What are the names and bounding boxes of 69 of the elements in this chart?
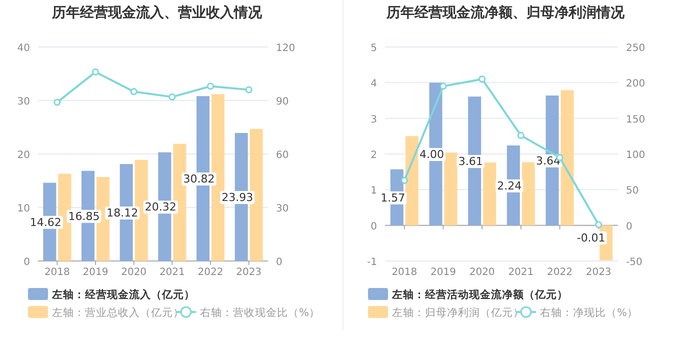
- y-tick-label: 1: [370, 186, 377, 197]
- x-tick-label: 2023: [236, 267, 262, 278]
- data-label: 3.61: [458, 154, 483, 168]
- y-tick-label: -1: [367, 257, 377, 268]
- x-tick-label: 2020: [121, 267, 147, 278]
- y2-tick-label: -50: [626, 257, 642, 268]
- y-tick-label: 40: [17, 43, 30, 54]
- legend-label: 右轴：营收现金比（%）: [200, 306, 320, 319]
- bar: [405, 136, 418, 226]
- point: [92, 68, 100, 76]
- point: [517, 132, 524, 140]
- x-tick-label: 2021: [508, 267, 534, 278]
- data-label: 18.12: [106, 206, 138, 220]
- y-tick-label: 0: [24, 257, 30, 268]
- point: [130, 88, 138, 96]
- bar: [522, 162, 535, 226]
- y2-tick-label: 150: [626, 114, 646, 126]
- y2-tick-label: 90: [276, 96, 289, 108]
- data-label: 23.93: [222, 190, 254, 204]
- chart-title: 历年经营现金流净额、归母净利润情况: [386, 4, 626, 21]
- y-tick-label: 4: [370, 78, 377, 90]
- x-tick-label: 2018: [44, 267, 70, 278]
- x-tick-label: 2021: [159, 267, 185, 278]
- data-label: 1.57: [380, 191, 406, 204]
- y-tick-label: 10: [17, 204, 30, 214]
- y2-tick-label: 30: [276, 204, 289, 214]
- y-tick-label: 2: [370, 150, 377, 161]
- point: [206, 82, 214, 90]
- y-tick-label: 30: [17, 96, 30, 108]
- y-tick-label: 3: [370, 114, 377, 126]
- data-label: 4.00: [420, 148, 444, 161]
- y2-tick-label: 120: [276, 43, 296, 54]
- y2-tick-label: 0: [276, 257, 282, 268]
- data-label: 16.85: [68, 210, 100, 223]
- point: [440, 82, 447, 90]
- y2-tick-label: 0: [626, 221, 632, 232]
- data-label: 30.82: [183, 172, 215, 186]
- data-label: -0.01: [576, 231, 606, 244]
- x-tick-label: 2022: [198, 267, 224, 278]
- legend-label: 左轴：经营活动现金流净额（亿元）: [391, 288, 568, 301]
- point: [595, 221, 602, 228]
- bar: [483, 162, 496, 226]
- x-tick-label: 2019: [82, 267, 108, 278]
- bar: [444, 152, 458, 226]
- data-label: 2.24: [497, 179, 522, 192]
- y-tick-label: 0: [370, 221, 377, 232]
- x-tick-label: 2022: [547, 267, 572, 278]
- point: [168, 93, 176, 100]
- point: [478, 76, 486, 83]
- legend-label: 右轴：净现比（%）: [540, 306, 638, 319]
- data-label: 20.32: [144, 200, 176, 214]
- point: [54, 98, 61, 106]
- x-tick-label: 2019: [430, 267, 456, 278]
- y-tick-label: 5: [370, 43, 377, 54]
- y2-tick-label: 60: [276, 150, 289, 161]
- point: [400, 176, 408, 184]
- y2-tick-label: 50: [626, 186, 639, 197]
- chart-title: 历年经营现金流入、营业收入情况: [51, 4, 263, 21]
- x-tick-label: 2020: [469, 267, 495, 278]
- y2-tick-label: 200: [626, 78, 646, 90]
- legend-label: 左轴：经营现金流入（亿元）: [51, 288, 195, 301]
- data-label: 14.62: [30, 216, 62, 229]
- x-tick-label: 2023: [586, 267, 612, 278]
- y-tick-label: 20: [17, 150, 30, 161]
- point: [245, 86, 252, 94]
- y2-tick-label: 100: [626, 150, 646, 161]
- bar: [560, 90, 574, 226]
- x-tick-label: 2018: [392, 267, 418, 278]
- y2-tick-label: 250: [626, 43, 646, 54]
